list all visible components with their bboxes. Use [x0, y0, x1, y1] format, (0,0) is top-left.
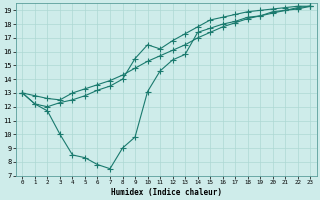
X-axis label: Humidex (Indice chaleur): Humidex (Indice chaleur) [111, 188, 222, 197]
